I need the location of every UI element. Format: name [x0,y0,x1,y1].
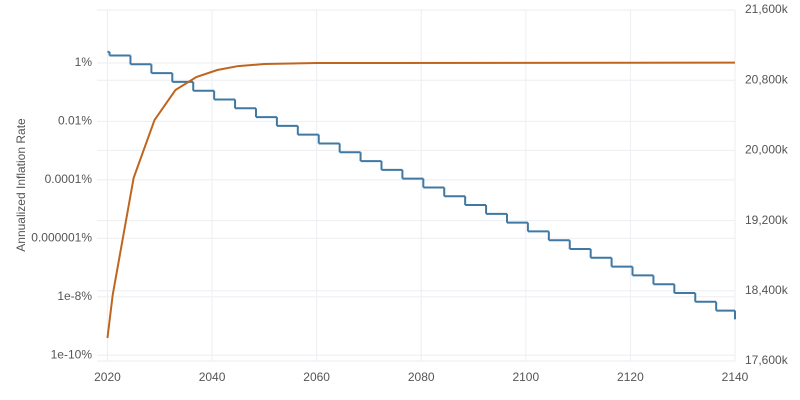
x-tick-label: 2020 [94,370,121,384]
y-tick-label: 0.000001% [31,230,92,244]
x-tick-label: 2120 [617,370,644,384]
y-tick-label: 0.01% [58,114,92,128]
y2-tick-label: 17,600k [745,353,789,367]
x-tick-label: 2100 [512,370,539,384]
x-tick-label: 2060 [303,370,330,384]
y2-tick-label: 20,000k [745,143,789,157]
y-axis-label: Annualized Inflation Rate [14,118,28,252]
x-tick-label: 2080 [408,370,435,384]
y-tick-label: 1e-10% [51,347,93,361]
y-tick-label: 0.0001% [45,172,93,186]
y-tick-label: 1% [75,55,93,69]
line [106,61,736,339]
y2-tick-label: 19,200k [745,213,789,227]
y2-tick-label: 20,800k [745,72,789,86]
y-tick-label: 1e-8% [57,289,92,303]
x-tick-label: 2140 [722,370,749,384]
y2-tick-label: 21,600k [745,2,789,16]
y2-tick-label: 18,400k [745,283,789,297]
x-tick-label: 2040 [199,370,226,384]
